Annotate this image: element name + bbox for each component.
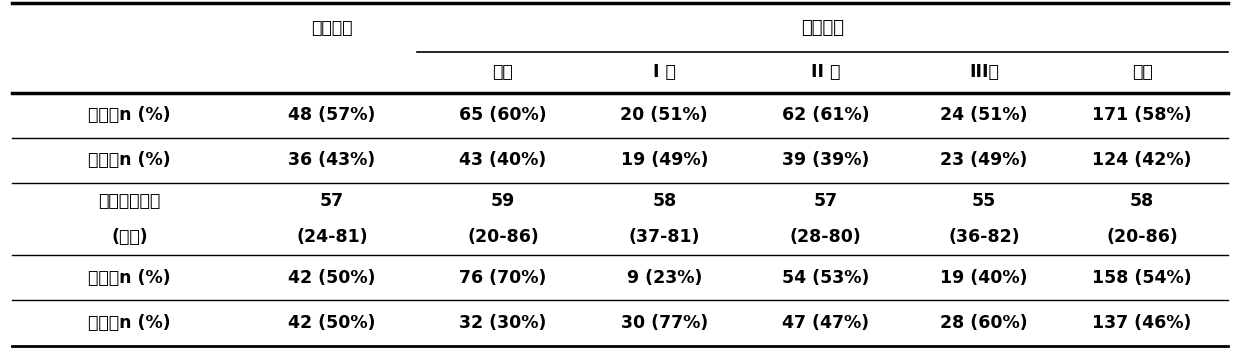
Text: 直肠，n (%): 直肠，n (%) (88, 314, 171, 332)
Text: 32 (30%): 32 (30%) (459, 314, 547, 332)
Text: 57: 57 (813, 192, 838, 210)
Text: 124 (42%): 124 (42%) (1092, 151, 1192, 170)
Text: 55: 55 (972, 192, 996, 210)
Text: 男性，n (%): 男性，n (%) (88, 106, 171, 124)
Text: (24-81): (24-81) (296, 228, 368, 246)
Text: 9 (23%): 9 (23%) (626, 269, 702, 287)
Text: 43 (40%): 43 (40%) (459, 151, 547, 170)
Text: 59: 59 (491, 192, 515, 210)
Text: 158 (54%): 158 (54%) (1092, 269, 1192, 287)
Text: 腺癌: 腺癌 (492, 63, 513, 81)
Text: 171 (58%): 171 (58%) (1092, 106, 1192, 124)
Text: 54 (53%): 54 (53%) (782, 269, 869, 287)
Text: (37-81): (37-81) (629, 228, 701, 246)
Text: 36 (43%): 36 (43%) (289, 151, 376, 170)
Text: 年龄，平均值: 年龄，平均值 (98, 192, 161, 210)
Text: 结肠，n (%): 结肠，n (%) (88, 269, 171, 287)
Text: 62 (61%): 62 (61%) (782, 106, 869, 124)
Text: 女性，n (%): 女性，n (%) (88, 151, 171, 170)
Text: 28 (60%): 28 (60%) (940, 314, 1028, 332)
Text: 总计: 总计 (1132, 63, 1152, 81)
Text: 39 (39%): 39 (39%) (782, 151, 869, 170)
Text: 正常组织: 正常组织 (311, 19, 352, 37)
Text: 24 (51%): 24 (51%) (940, 106, 1028, 124)
Text: 58: 58 (652, 192, 677, 210)
Text: 42 (50%): 42 (50%) (288, 314, 376, 332)
Text: I 期: I 期 (653, 63, 676, 81)
Text: (28-80): (28-80) (790, 228, 862, 246)
Text: 57: 57 (320, 192, 343, 210)
Text: 19 (49%): 19 (49%) (620, 151, 708, 170)
Text: 30 (77%): 30 (77%) (621, 314, 708, 332)
Text: 58: 58 (1130, 192, 1154, 210)
Text: 肿瘾组织: 肿瘾组织 (801, 19, 844, 37)
Text: 42 (50%): 42 (50%) (288, 269, 376, 287)
Text: 65 (60%): 65 (60%) (459, 106, 547, 124)
Text: 20 (51%): 20 (51%) (620, 106, 708, 124)
Text: (20-86): (20-86) (467, 228, 539, 246)
Text: 19 (40%): 19 (40%) (940, 269, 1028, 287)
Text: (范围): (范围) (112, 228, 148, 246)
Text: (20-86): (20-86) (1106, 228, 1178, 246)
Text: 48 (57%): 48 (57%) (289, 106, 376, 124)
Text: (36-82): (36-82) (949, 228, 1019, 246)
Text: 23 (49%): 23 (49%) (940, 151, 1028, 170)
Text: II 期: II 期 (811, 63, 841, 81)
Text: III期: III期 (968, 63, 999, 81)
Text: 47 (47%): 47 (47%) (782, 314, 869, 332)
Text: 137 (46%): 137 (46%) (1092, 314, 1192, 332)
Text: 76 (70%): 76 (70%) (459, 269, 547, 287)
